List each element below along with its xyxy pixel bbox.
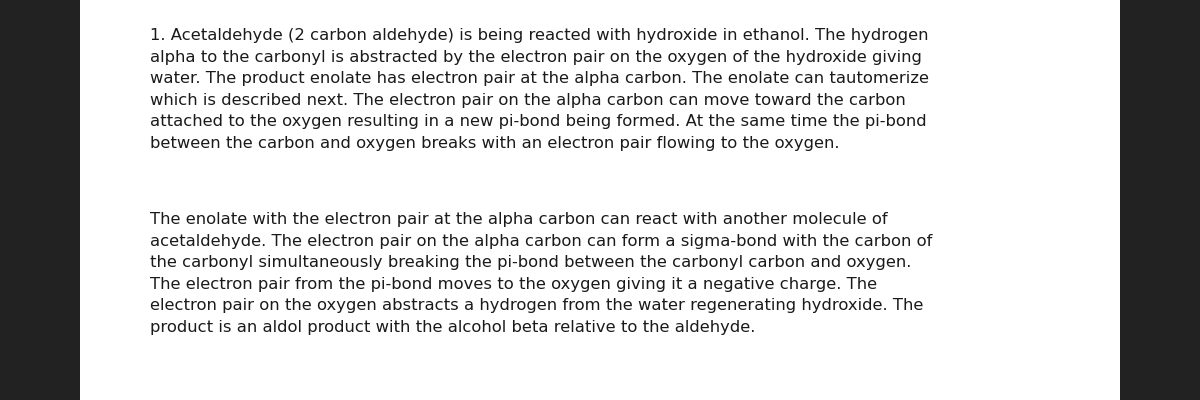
Text: The enolate with the electron pair at the alpha carbon can react with another mo: The enolate with the electron pair at th…	[150, 212, 932, 335]
Text: 1. Acetaldehyde (2 carbon aldehyde) is being reacted with hydroxide in ethanol. : 1. Acetaldehyde (2 carbon aldehyde) is b…	[150, 28, 929, 151]
